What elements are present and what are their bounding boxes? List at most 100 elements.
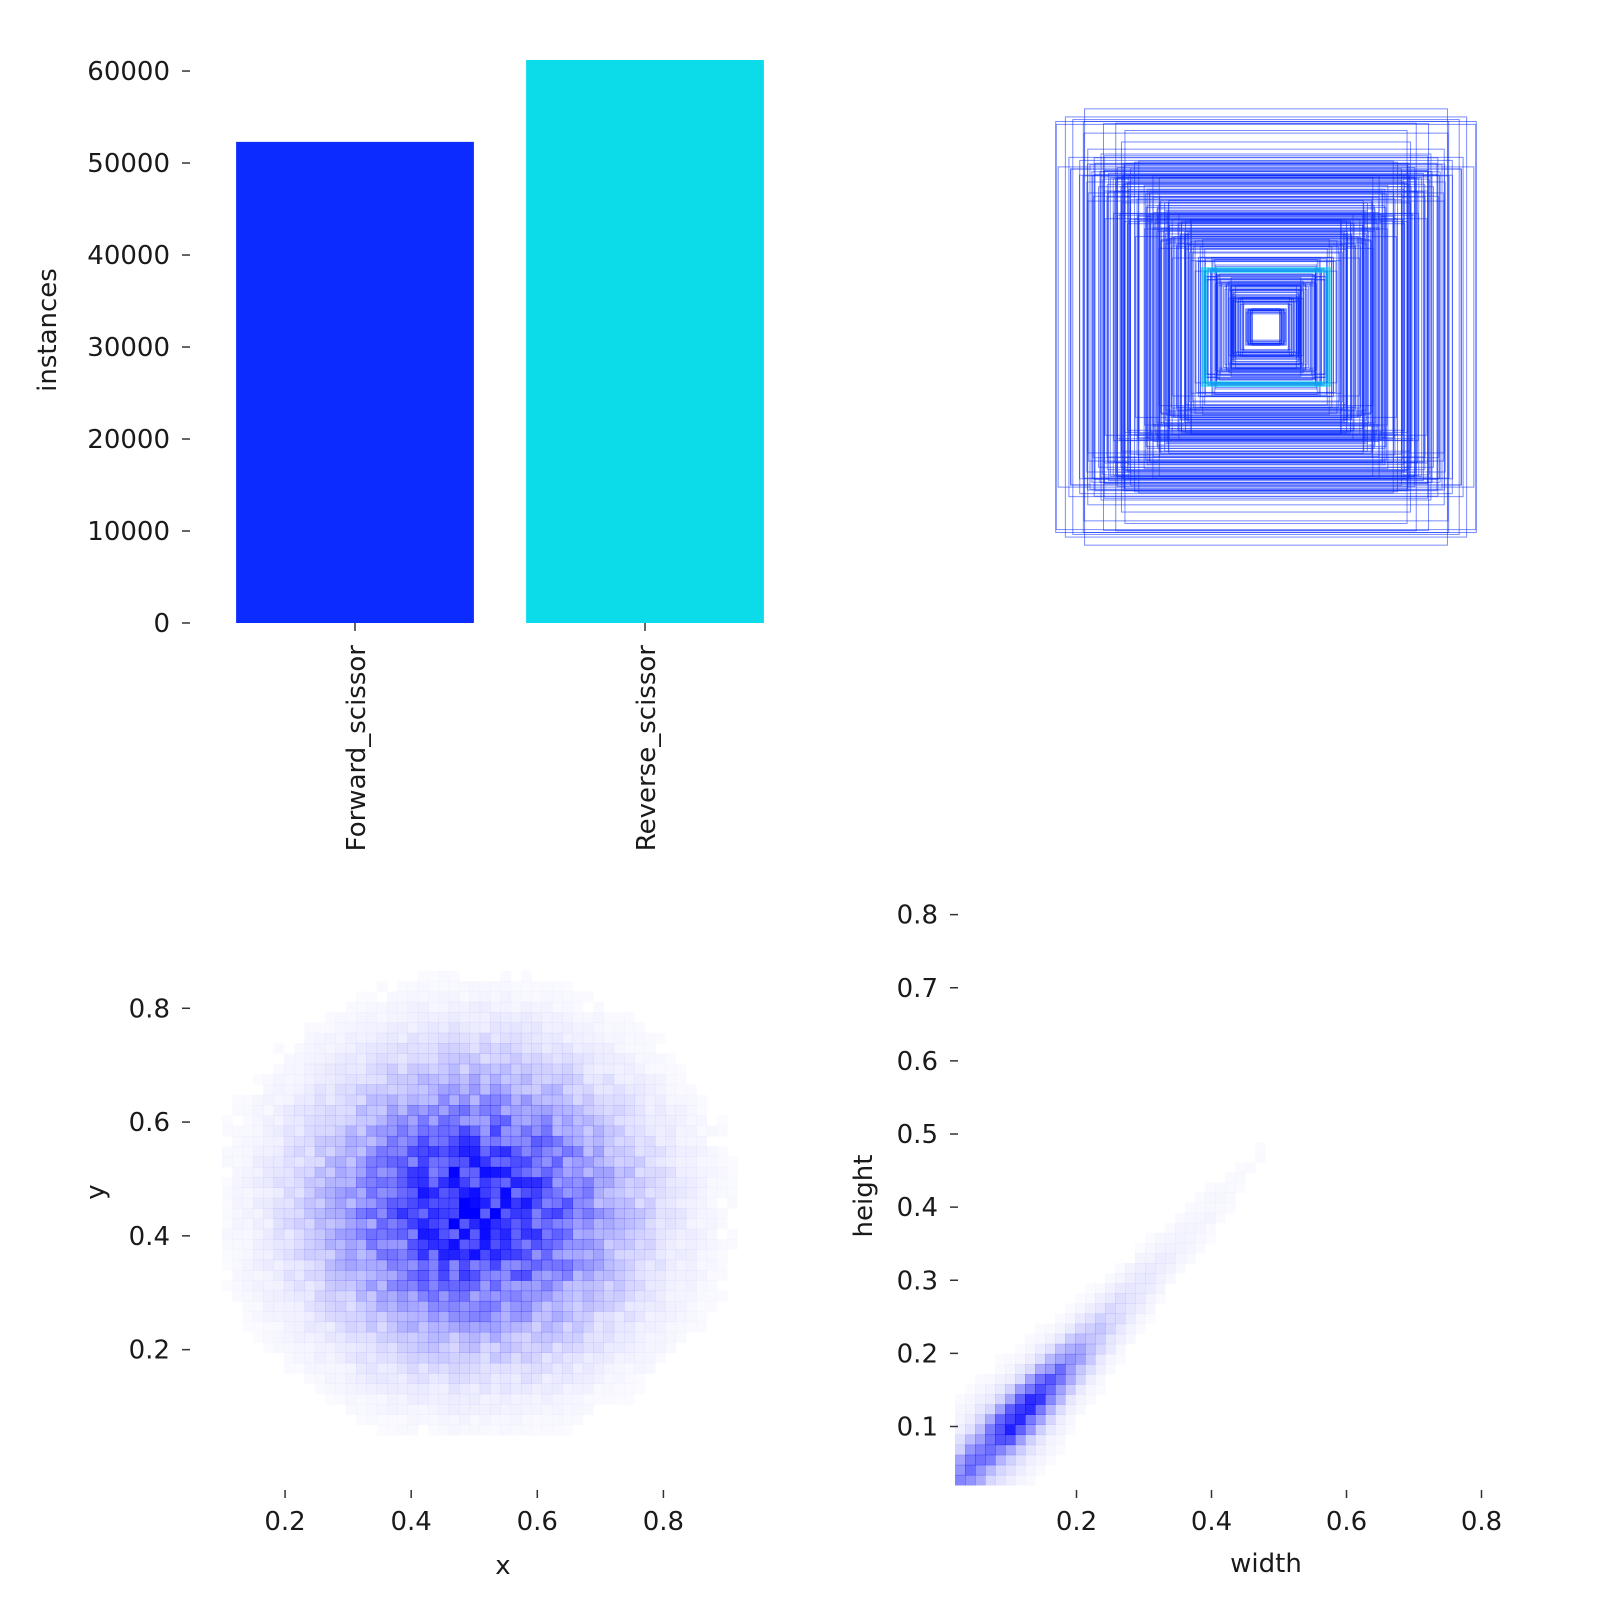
heatmap-cell [273,1311,285,1323]
heatmap-cell [490,1197,501,1209]
heatmap-cell [407,1373,419,1384]
heatmap-cell [572,1105,584,1116]
bbox-outline [1093,157,1439,497]
heatmap-cell [335,1125,347,1137]
heatmap-cell [273,1115,285,1127]
heatmap-cell [582,1331,594,1343]
heatmap-cell [459,1311,470,1323]
heatmap-cell [686,1136,697,1147]
heatmap-cell [304,1270,316,1281]
heatmap-cell [335,1053,347,1065]
heatmap-cell [520,1146,532,1158]
heatmap-cell [356,1156,367,1168]
heatmap-cell [428,1239,439,1250]
heatmap-cell [397,1146,409,1158]
y-tick-label: 0.1 [897,1413,938,1443]
heatmap-cell [531,1239,543,1250]
heatmap-cell [1155,1293,1166,1304]
heatmap-cell [500,1094,512,1106]
bbox-outline [1228,297,1304,357]
heatmap-cell [1085,1313,1096,1325]
heatmap-cell [1145,1273,1156,1284]
heatmap-cell [407,1043,419,1054]
heatmap-cell [593,1321,604,1333]
heatmap-cell [428,1300,439,1312]
heatmap-cell [273,1187,285,1199]
heatmap-cell [572,1342,584,1353]
heatmap-cell [551,1197,563,1209]
heatmap-cell [500,1074,512,1085]
heatmap-cell [1155,1283,1166,1294]
heatmap-cell [356,1290,367,1302]
heatmap-cell [696,1270,707,1281]
heatmap-cell [706,1270,717,1281]
heatmap-cell [397,1373,409,1384]
heatmap-cell [490,1208,501,1219]
heatmap-cell [490,1228,501,1240]
heatmap-cell [356,1053,367,1065]
heatmap-cell [490,1063,501,1075]
heatmap-cell [582,1373,594,1384]
heatmap-cell [263,1270,275,1281]
heatmap-cell [397,1125,409,1137]
heatmap-cell [551,1393,563,1405]
heatmap-cell [510,1342,522,1353]
heatmap-cell [510,1053,522,1065]
heatmap-cell [366,1115,378,1127]
heatmap-cell [1005,1394,1016,1405]
heatmap-cell [603,1177,615,1188]
heatmap-cell [634,1053,645,1064]
heatmap-cell [541,1373,553,1384]
heatmap-cell [654,1115,666,1127]
heatmap-cell [273,1239,285,1250]
heatmap-cell [665,1300,677,1312]
heatmap-cell [469,1146,481,1158]
heatmap-cell [490,1043,501,1054]
heatmap-cell [222,1239,233,1250]
heatmap-cell [314,1321,326,1333]
heatmap-cell [325,1280,336,1292]
heatmap-cell [975,1464,986,1476]
heatmap-cell [448,1311,460,1323]
heatmap-cell [603,1300,615,1312]
heatmap-cell [624,1311,635,1323]
heatmap-cell [1115,1344,1126,1355]
heatmap-cell [459,1043,470,1054]
heatmap-cell [325,1342,336,1353]
heatmap-cell [366,1352,378,1364]
heatmap-cell [459,1300,470,1312]
heatmap-cell [582,1383,594,1395]
heatmap-cell [572,1228,584,1240]
heatmap-cell [613,1321,625,1333]
heatmap-cell [386,1352,398,1364]
heatmap-cell [603,1321,615,1333]
heatmap-cell [428,1094,439,1106]
heatmap-cell [345,1146,357,1158]
heatmap-cell [1105,1364,1116,1375]
heatmap-cell [469,1187,481,1199]
heatmap-cell [675,1249,687,1261]
heatmap-cell [1025,1363,1036,1375]
heatmap-cell [1035,1384,1046,1395]
heatmap-cell [1065,1384,1076,1395]
heatmap-cell [634,1125,646,1137]
heatmap-cell [438,1228,450,1240]
heatmap-cell [562,1074,573,1085]
heatmap-cell [222,1146,233,1157]
heatmap-cell [624,1290,635,1302]
heatmap-cell [572,1300,584,1312]
heatmap-cell [407,1331,419,1343]
heatmap-cell [613,1125,625,1137]
heatmap-cell [685,1239,697,1250]
heatmap-cell [603,1135,615,1147]
heatmap-cell [376,1146,388,1158]
heatmap-cell [366,992,377,1003]
bbox-outline [1178,214,1354,440]
heatmap-cell [562,1259,573,1271]
heatmap-cell [1195,1203,1206,1214]
heatmap-cell [644,1218,656,1230]
heatmap-cell [273,1228,285,1240]
heatmap-cell [253,1126,264,1137]
heatmap-cell [345,1218,357,1230]
heatmap-cell [284,1064,295,1075]
